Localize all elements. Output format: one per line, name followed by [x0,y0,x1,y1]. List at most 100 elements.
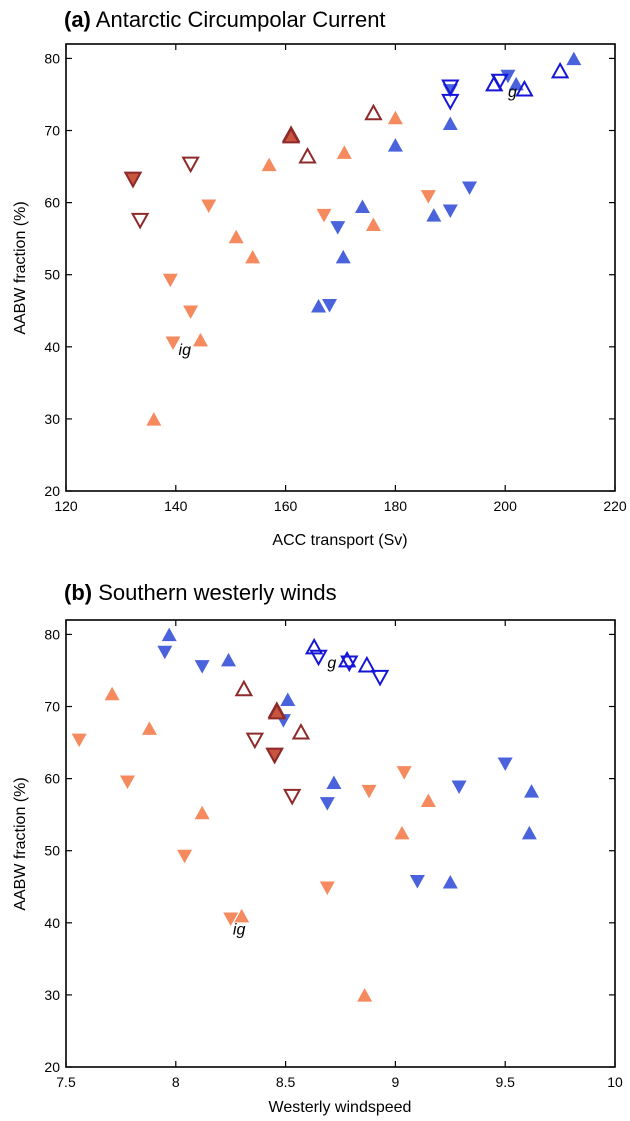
panel-a-marker-triangle-up [193,332,209,347]
panel-a-marker-triangle-up [508,76,524,91]
panel-a-marker-triangle-down [490,73,509,91]
panel-b-marker-triangle-up [357,988,373,1002]
panel-b-marker-triangle-up [442,874,458,889]
panel-b-title: (b) Southern westerly winds [64,580,337,605]
panel-a-x-tick-label: 180 [384,498,408,514]
panel-b-x-tick-label: 9 [392,1074,400,1090]
panel-b-marker-triangle-down [396,766,412,780]
panel-b-marker-triangle-up [394,825,410,840]
panel-b-marker-triangle-up [234,908,250,923]
panel-a-marker-triangle-down [420,190,436,204]
panel-a-marker-triangle-up [426,208,442,222]
panel-a-marker-triangle-up [146,412,162,426]
panel-b-x-tick-label: 10 [607,1074,623,1090]
panel-b-x-tick-label: 8.5 [276,1074,296,1090]
panel-b-marker-triangle-up [304,637,324,655]
panel-b-x-tick-label: 8 [172,1074,180,1090]
panel-b-label: (b) [64,580,92,605]
panel-b-y-tick-label: 50 [44,843,60,859]
panel-b-marker-triangle-down [319,797,335,811]
panel-a-y-tick-label: 50 [44,267,60,283]
panel-a-title-text: Antarctic Circumpolar Current [96,7,386,32]
panel-a-annotation-g: g [508,84,517,101]
panel-a-marker-triangle-up [335,249,351,264]
panel-b-y-tick-label: 40 [44,915,60,931]
panel-b-marker-triangle-down [119,775,135,789]
panel-a-marker-triangle-down [181,156,200,174]
panel-a-marker-triangle-up [387,138,403,152]
panel-a-marker-triangle-up [281,126,301,144]
panel-b-marker-triangle-down [451,780,467,795]
panel-b-marker-triangle-up [420,793,436,807]
panel-b-x-axis-label: Westerly windspeed [269,1099,412,1116]
panel-a-marker-triangle-down [123,171,143,189]
panel-b: (b) Southern westerly winds 20 30 40 50 60 70… [12,580,623,1116]
panel-a-marker-triangle-up [442,116,458,131]
panel-b-markers [71,627,540,1002]
panel-b-title-text: Southern westerly winds [98,580,336,605]
panel-b-annotations: ig g [233,655,336,939]
panel-b-marker-triangle-up [291,722,311,740]
panel-a-x-tick-label: 220 [603,498,627,514]
panel-a-annotations: ig g [179,84,517,359]
panel-a-marker-triangle-down [130,212,150,230]
panel-b-marker-triangle-up [326,775,342,789]
panel-b-marker-triangle-up [280,692,296,707]
panel-a-marker-triangle-down [322,298,338,313]
panel-a-label: (a) [64,7,91,32]
panel-b-y-tick-label: 80 [44,626,60,642]
panel-a-marker-triangle-down [442,204,458,219]
panel-a-marker-triangle-up [261,157,277,172]
panel-b-marker-triangle-down [319,881,335,895]
panel-b-marker-triangle-down [265,747,284,765]
panel-a-y-tick-label: 70 [44,123,60,139]
panel-b-marker-triangle-down [409,874,425,889]
panel-b-marker-triangle-down [245,732,265,750]
panel-a-marker-triangle-down [316,208,332,223]
panel-b-marker-triangle-down [497,757,513,771]
panel-b-marker-triangle-up [104,686,120,701]
panel-b-y-ticks: 20 30 40 50 60 70 80 [44,626,615,1075]
panel-b-marker-triangle-up [161,627,177,642]
panel-b-marker-triangle-up [524,784,540,798]
panel-a-marker-triangle-up [515,79,534,97]
panel-b-y-tick-label: 30 [44,987,60,1003]
panel-a-marker-triangle-up [550,61,570,79]
panel-b-x-tick-label: 7.5 [56,1074,76,1090]
panel-a-y-tick-label: 60 [44,195,60,211]
panel-a-marker-triangle-up [298,146,317,164]
panel-b-marker-triangle-down [194,660,210,674]
panel-a-marker-triangle-down [441,93,460,111]
panel-b-marker-triangle-down [340,655,359,673]
panel-b-annotation-g: g [327,655,336,672]
panel-b-marker-triangle-up [194,805,210,820]
panel-a-title: (a) Antarctic Circumpolar Current [64,7,386,32]
panel-b-marker-triangle-up [357,655,377,673]
panel-b-marker-triangle-down [177,849,193,864]
panel-b-x-ticks: 7.5 8 8.5 9 9.5 10 [56,620,623,1090]
panel-a-marker-triangle-up [245,249,261,264]
panel-a-marker-triangle-down [183,305,199,319]
panel-b-y-tick-label: 60 [44,771,60,787]
panel-b-annotation-ig: ig [233,922,246,939]
panel-a-x-tick-label: 160 [274,498,298,514]
panel-b-marker-triangle-up [521,825,537,840]
panel-b-marker-triangle-down [370,669,390,687]
panel-b-marker-triangle-down [71,733,87,748]
panel-b-marker-triangle-down [361,784,377,799]
panel-a-marker-triangle-down [165,336,181,350]
panel-a-marker-triangle-down [441,79,460,97]
panel-a-marker-triangle-up [311,298,327,313]
panel-a-x-tick-label: 140 [164,498,188,514]
panel-b-marker-triangle-down [223,912,239,926]
panel-a: (a) Antarctic Circumpolar Current 20 30 40… [12,7,627,549]
panel-b-y-tick-label: 70 [44,699,60,715]
panel-a-marker-triangle-down [500,69,516,84]
panel-a-x-axis-label: ACC transport (Sv) [272,532,407,549]
panel-a-y-tick-label: 40 [44,339,60,355]
panel-a-x-tick-label: 200 [494,498,518,514]
panel-b-plot-frame [65,619,616,1068]
panel-a-y-ticks: 20 30 40 50 60 70 80 [44,50,615,499]
panel-a-marker-triangle-down [201,199,217,213]
